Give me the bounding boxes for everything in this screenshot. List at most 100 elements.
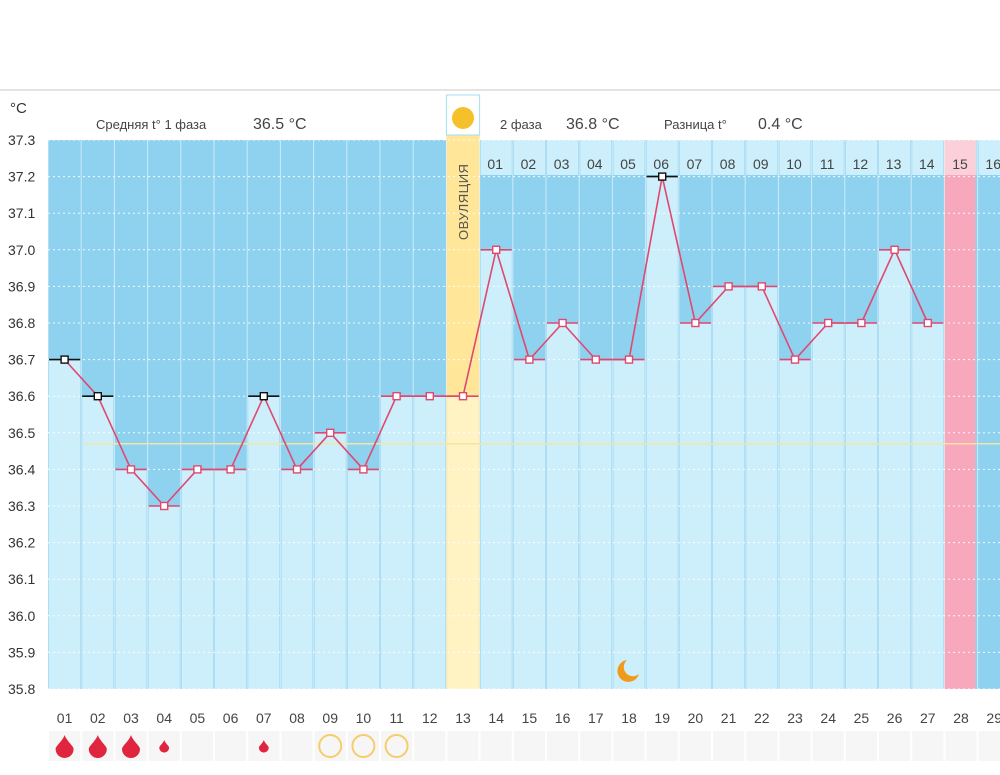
day-column	[181, 469, 213, 689]
x-tick-label: 17	[588, 710, 604, 726]
y-tick-label: 36.5	[8, 425, 35, 441]
symptom-cell	[713, 731, 745, 761]
temperature-segment	[263, 395, 298, 470]
symptom-cell	[912, 731, 944, 761]
day-column	[746, 286, 778, 689]
y-tick-label: 36.6	[8, 388, 35, 404]
symptom-cell	[779, 731, 811, 761]
y-tick-label: 36.3	[8, 498, 35, 514]
phase2-day-cell	[779, 140, 811, 175]
phase2-day-label: 09	[753, 156, 769, 172]
phase2-label: 2 фаза	[500, 117, 543, 132]
y-tick-label: 35.8	[8, 681, 35, 697]
x-tick-label: 19	[654, 710, 670, 726]
x-tick-label: 13	[455, 710, 471, 726]
x-tick-label: 02	[90, 710, 106, 726]
symptom-cell	[845, 731, 877, 761]
y-axis-unit: °C	[10, 100, 27, 117]
temperature-segment	[761, 286, 796, 360]
phase2-day-label: 11	[820, 156, 835, 172]
temperature-segment	[661, 176, 697, 324]
chart-area: ОВУЛЯЦИЯ	[48, 94, 1000, 690]
moon-icon	[617, 660, 639, 682]
y-tick-label: 37.2	[8, 169, 35, 185]
chart-header: Средняя t° 1 фаза 36.5 °C 2 фаза 36.8 °C…	[96, 116, 1000, 172]
phase2-day-label: 03	[554, 156, 570, 172]
x-tick-label: 20	[688, 710, 704, 726]
phase2-day-cell	[879, 140, 911, 175]
y-tick-label: 36.4	[8, 461, 35, 477]
y-tick-label: 37.0	[8, 242, 35, 258]
temperature-series	[49, 172, 944, 511]
temperature-segment	[893, 249, 929, 324]
phase2-day-label: 01	[487, 156, 503, 172]
phase2-day-cell	[613, 140, 645, 175]
x-tick-label: 07	[256, 710, 272, 726]
y-tick-label: 37.1	[8, 205, 35, 221]
phase2-day-label: 06	[653, 156, 669, 172]
pink-day-cell	[944, 140, 976, 175]
ovulation-label: ОВУЛЯЦИЯ	[456, 164, 471, 240]
symptom-cell	[547, 731, 579, 761]
y-tick-label: 36.1	[8, 571, 35, 587]
day-column	[215, 469, 247, 689]
temperature-point	[425, 392, 434, 401]
blood-drop-icon	[159, 739, 170, 753]
temperature-segment	[163, 468, 198, 507]
temperature-point	[724, 282, 733, 291]
temperature-segment	[130, 468, 165, 507]
phase2-day-cell	[580, 140, 612, 175]
y-tick-label: 36.9	[8, 278, 35, 294]
x-tick-label: 14	[488, 710, 504, 726]
day-column	[281, 469, 313, 689]
blood-drop-icon	[55, 735, 74, 758]
temperature-point	[93, 392, 103, 401]
temperature-point	[359, 465, 368, 474]
temperature-point	[591, 355, 600, 364]
symptom-cell	[281, 731, 313, 761]
phase2-day-label: 05	[620, 156, 636, 172]
day-column	[613, 359, 645, 689]
diff-label: Разница t°	[664, 117, 727, 132]
day-column	[580, 359, 612, 689]
day-column	[779, 359, 811, 689]
day-column	[646, 176, 678, 690]
symptom-cell	[812, 731, 844, 761]
phase2-day-cell	[912, 140, 944, 175]
temperature-point	[658, 172, 667, 181]
symptom-cell	[879, 731, 911, 761]
phase2-day-label: 15	[952, 156, 968, 172]
diff-value: 0.4 °C	[758, 116, 803, 133]
day-column	[513, 359, 545, 689]
symptom-cell	[580, 731, 612, 761]
x-tick-label: 23	[787, 710, 803, 726]
day-column	[381, 396, 413, 689]
y-tick-label: 36.8	[8, 315, 35, 331]
phase2-day-cell	[480, 140, 512, 175]
x-tick-label: 24	[820, 710, 836, 726]
temperature-point	[790, 355, 800, 364]
temperature-segment	[860, 249, 896, 324]
temperature-point	[159, 501, 169, 511]
phase2-day-cell	[746, 140, 778, 175]
temperature-point	[226, 465, 235, 474]
phase2-day-cell	[679, 140, 711, 175]
y-tick-label: 36.0	[8, 608, 35, 624]
x-tick-label: 28	[953, 710, 969, 726]
phase2-day-cell	[713, 140, 745, 175]
sun-icon	[452, 107, 474, 129]
temperature-point	[193, 465, 202, 474]
day-column	[49, 359, 81, 689]
y-tick-label: 36.7	[8, 352, 35, 368]
day-column	[845, 323, 877, 689]
x-tick-label: 21	[721, 710, 737, 726]
y-tick-label: 36.2	[8, 535, 35, 551]
x-tick-label: 04	[156, 710, 172, 726]
x-tick-label: 15	[522, 710, 538, 726]
y-tick-label: 37.3	[8, 132, 35, 148]
temperature-segment	[628, 176, 663, 360]
temperature-point	[392, 392, 401, 401]
day-column	[115, 469, 147, 689]
phase2-day-label: 14	[919, 156, 935, 172]
